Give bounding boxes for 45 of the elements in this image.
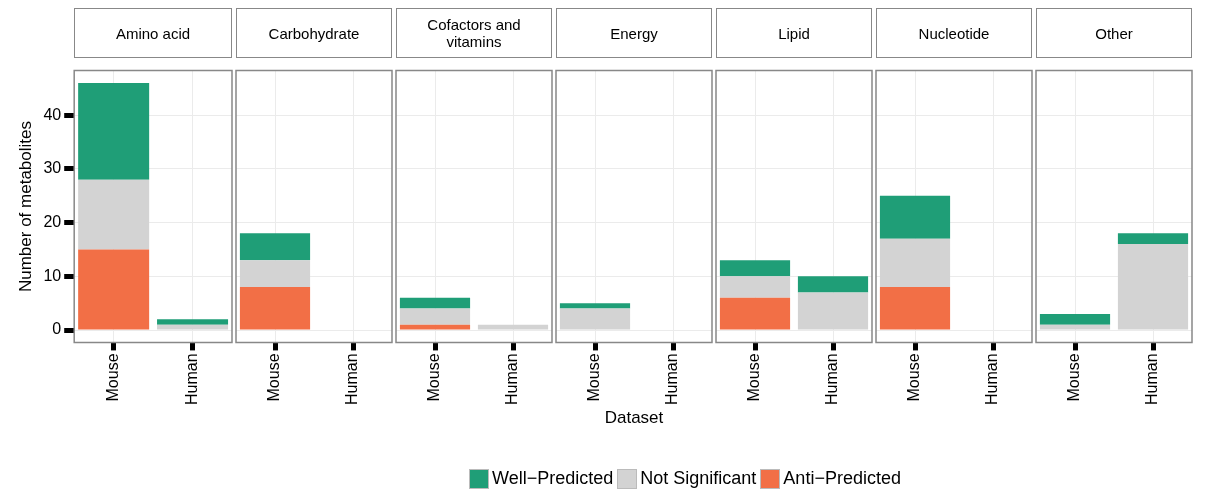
- y-axis-title: Number of metabolites: [15, 121, 35, 293]
- y-tick-label: 30: [43, 159, 62, 177]
- bar: [1039, 313, 1111, 325]
- bar: [78, 179, 150, 250]
- x-tick-label: Human: [823, 353, 841, 405]
- bar: [719, 297, 791, 330]
- chart-title: Amino acid: [115, 24, 191, 42]
- bar: [78, 82, 150, 180]
- y-tick-label: 20: [43, 213, 62, 231]
- y-tick-label: 10: [43, 266, 62, 284]
- bar: [797, 292, 869, 330]
- bar: [157, 319, 229, 325]
- chart-title: Nucleotide: [918, 24, 990, 42]
- x-axis-title: Dataset: [603, 408, 665, 429]
- chart-title: Other: [1095, 24, 1133, 42]
- x-tick-label: Mouse: [745, 353, 763, 402]
- y-tick-label: 0: [52, 320, 62, 338]
- x-tick-label: Human: [983, 353, 1001, 405]
- x-tick-label: Mouse: [585, 353, 603, 402]
- bar: [1117, 233, 1189, 245]
- chart-title: Carbohydrate: [268, 24, 360, 42]
- x-tick-label: Mouse: [265, 353, 283, 402]
- chart-title: Cofactors and vitamins: [426, 16, 522, 50]
- x-tick-label: Mouse: [425, 353, 443, 402]
- x-tick-label: Human: [663, 353, 681, 405]
- bar: [78, 249, 150, 330]
- legend-label: Not Significant: [640, 468, 757, 489]
- bar: [1039, 324, 1111, 330]
- bar: [157, 324, 229, 330]
- bar: [797, 276, 869, 293]
- bar: [719, 260, 791, 277]
- x-tick-label: Human: [503, 353, 521, 405]
- x-tick-label: Human: [343, 353, 361, 405]
- legend-label: Anti−Predicted: [783, 468, 901, 489]
- y-tick-label: 40: [43, 105, 62, 123]
- chart-title: Lipid: [778, 24, 810, 42]
- chart-title: Energy: [610, 24, 658, 42]
- bar: [1117, 244, 1189, 330]
- legend-label: Well−Predicted: [492, 468, 614, 489]
- x-tick-label: Mouse: [905, 353, 923, 402]
- x-tick-label: Mouse: [1065, 353, 1083, 402]
- x-tick-label: Human: [1143, 353, 1161, 405]
- x-tick-label: Human: [182, 353, 200, 405]
- x-tick-label: Mouse: [104, 353, 122, 402]
- bar: [719, 276, 791, 298]
